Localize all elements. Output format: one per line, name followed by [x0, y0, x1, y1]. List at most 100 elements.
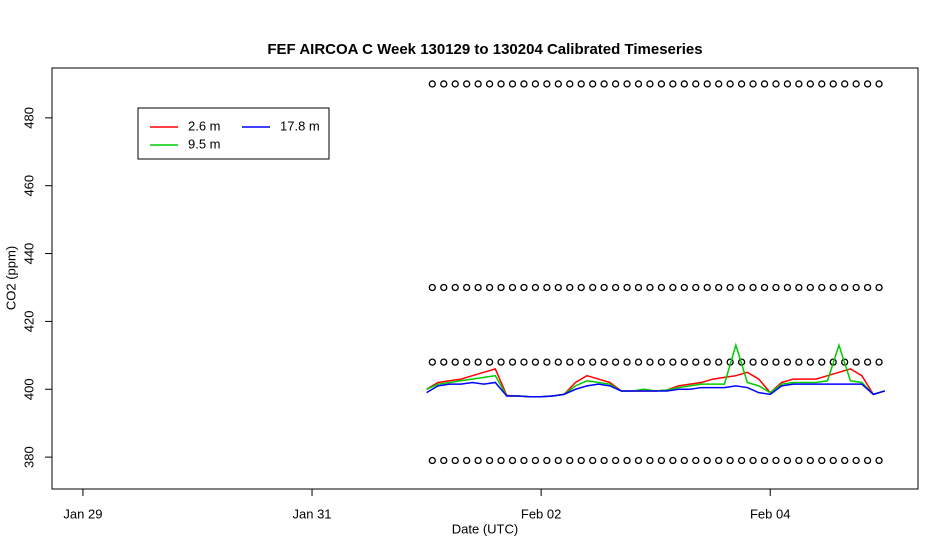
standard-point [749, 358, 757, 366]
standard-point [680, 80, 688, 88]
standard-point [737, 283, 746, 292]
legend-label: 9.5 m [188, 136, 221, 151]
standard-point [875, 358, 883, 366]
standard-point [806, 80, 814, 88]
standard-point [508, 456, 517, 465]
standard-point [428, 80, 436, 88]
standard-point [485, 283, 494, 292]
standard-point [715, 283, 723, 292]
standard-point [875, 283, 883, 292]
x-tick-label: Jan 29 [63, 506, 102, 521]
standard-point [520, 456, 528, 465]
legend-label: 17.8 m [280, 118, 320, 133]
standard-point [737, 80, 746, 88]
standard-point [806, 358, 814, 366]
y-axis-label: CO2 (ppm) [3, 246, 18, 310]
standard-point [852, 456, 860, 465]
standard-point [508, 283, 517, 292]
standard-point [726, 80, 734, 88]
standard-point [703, 456, 711, 465]
standard-point [863, 80, 872, 88]
standard-point [634, 358, 643, 366]
standard-point [485, 358, 494, 366]
standard-point [554, 80, 562, 88]
standard-point [680, 456, 688, 465]
standard-point [520, 283, 528, 292]
standard-point [749, 456, 757, 465]
standard-point [463, 358, 471, 366]
standard-point [680, 358, 688, 366]
standard-point [520, 358, 528, 366]
standard-point [772, 283, 780, 292]
standard-point [440, 80, 448, 88]
standard-point [508, 80, 517, 88]
standard-point [703, 80, 711, 88]
standard-point [440, 358, 448, 366]
standard-point [566, 283, 574, 292]
standard-point [703, 358, 711, 366]
standard-point [428, 283, 436, 292]
y-tick-label: 480 [21, 107, 36, 129]
standard-point [783, 456, 792, 465]
standard-point [669, 283, 677, 292]
standard-point [485, 456, 494, 465]
standard-point [657, 358, 666, 366]
x-tick-label: Feb 04 [750, 506, 790, 521]
standard-point [795, 283, 803, 292]
standard-point [852, 358, 860, 366]
standard-point [589, 80, 597, 88]
standard-point [554, 283, 562, 292]
x-axis-label: Date (UTC) [452, 521, 518, 536]
standard-point [474, 283, 482, 292]
standard-point [818, 456, 826, 465]
standard-point [841, 283, 849, 292]
standard-point [852, 80, 860, 88]
standard-point [749, 283, 757, 292]
x-tick-label: Jan 31 [293, 506, 332, 521]
standard-point [589, 358, 597, 366]
standard-point [783, 80, 792, 88]
series-line [426, 381, 885, 398]
standard-point [841, 80, 849, 88]
standard-point [726, 283, 734, 292]
standard-point [863, 358, 872, 366]
standard-point [440, 283, 448, 292]
standard-point [783, 358, 792, 366]
standard-point [634, 456, 643, 465]
standard-point [863, 283, 872, 292]
standard-point [485, 80, 494, 88]
y-tick-label: 440 [21, 243, 36, 265]
standard-point [577, 80, 585, 88]
standard-point [451, 456, 459, 465]
standard-point [634, 80, 643, 88]
x-tick-label: Feb 02 [521, 506, 561, 521]
standard-point [795, 456, 803, 465]
standard-point [474, 456, 482, 465]
standard-point [543, 456, 551, 465]
standard-point [566, 80, 574, 88]
standard-point [623, 358, 631, 366]
standard-point [841, 456, 849, 465]
standard-point [566, 456, 574, 465]
standard-point [875, 80, 883, 88]
standard-point [451, 283, 459, 292]
standard-point [657, 283, 666, 292]
y-tick-label: 380 [21, 446, 36, 468]
standard-point [772, 80, 780, 88]
standard-point [577, 283, 585, 292]
standard-point [463, 80, 471, 88]
standard-point [646, 283, 654, 292]
standard-point [692, 80, 700, 88]
standard-point [497, 283, 505, 292]
standard-point [863, 456, 872, 465]
standard-point [829, 80, 837, 88]
standard-point [715, 358, 723, 366]
standard-point [760, 456, 769, 465]
standard-point [795, 80, 803, 88]
standard-point [543, 80, 551, 88]
standard-point [577, 358, 585, 366]
standard-point [520, 80, 528, 88]
standard-point [554, 358, 562, 366]
standard-point [589, 283, 597, 292]
standard-point [428, 358, 436, 366]
